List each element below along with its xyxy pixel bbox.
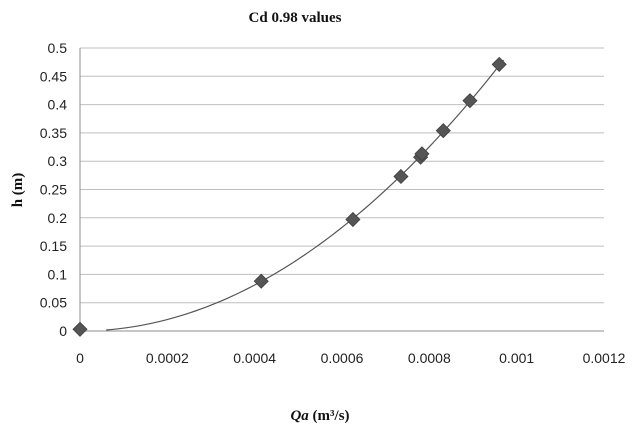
x-tick-label: 0.001 bbox=[499, 350, 534, 366]
y-axis-label: h (m) bbox=[10, 173, 26, 208]
y-tick-label: 0.25 bbox=[40, 182, 67, 198]
y-tick-label: 0.2 bbox=[48, 210, 68, 226]
data-point bbox=[72, 321, 88, 337]
y-tick-label: 0.1 bbox=[48, 266, 68, 282]
x-tick-label: 0.0012 bbox=[583, 350, 626, 366]
data-points bbox=[72, 56, 507, 337]
x-tick-label: 0.0002 bbox=[146, 350, 189, 366]
gridlines bbox=[80, 47, 604, 304]
x-axis-label: Qa (m³/s) bbox=[290, 408, 349, 424]
data-point bbox=[462, 93, 478, 109]
x-axis-unit: (m³/s) bbox=[309, 408, 350, 424]
y-tick-label: 0.15 bbox=[40, 238, 67, 254]
data-point bbox=[393, 168, 409, 185]
y-tick-labels: 0 0.05 0.1 0.15 0.2 0.25 0.3 0.35 0.4 0.45 0.5 bbox=[40, 40, 67, 339]
data-point bbox=[345, 211, 361, 228]
chart-title: Cd 0.98 values bbox=[249, 10, 342, 26]
data-point bbox=[253, 273, 269, 289]
x-tick-labels: 0 0.0002 0.0004 0.0006 0.0008 0.001 0.0012 bbox=[76, 350, 626, 366]
y-tick-label: 0.5 bbox=[48, 40, 68, 56]
x-axis-variable: Qa bbox=[290, 408, 309, 424]
y-tick-label: 0.05 bbox=[40, 295, 67, 311]
data-point bbox=[414, 146, 430, 162]
x-tick-label: 0.0004 bbox=[233, 350, 276, 366]
y-tick-label: 0.3 bbox=[48, 153, 68, 169]
x-tick-label: 0.0008 bbox=[408, 350, 451, 366]
y-tick-label: 0 bbox=[59, 323, 67, 339]
data-point bbox=[435, 123, 451, 139]
trendline-group bbox=[106, 59, 505, 331]
y-tick-label: 0.4 bbox=[48, 97, 68, 113]
x-tick-label: 0 bbox=[76, 350, 84, 366]
data-point bbox=[491, 56, 507, 72]
x-tick-label: 0.0006 bbox=[321, 350, 364, 366]
trendline bbox=[106, 59, 505, 331]
axes bbox=[79, 48, 604, 332]
y-tick-label: 0.35 bbox=[40, 125, 67, 141]
y-tick-label: 0.45 bbox=[40, 68, 67, 84]
